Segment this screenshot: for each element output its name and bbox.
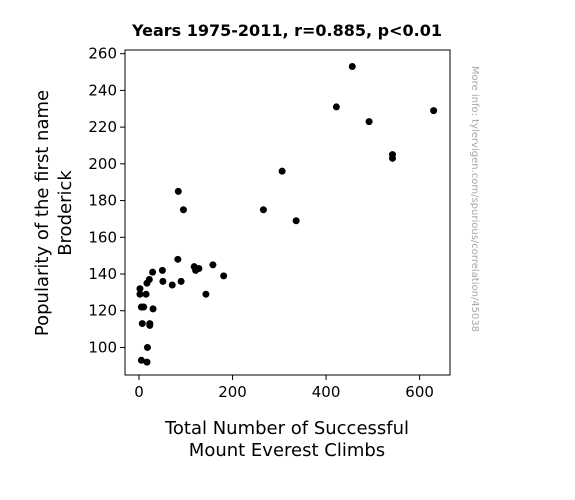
scatter-point (140, 303, 148, 311)
scatter-point (278, 167, 286, 175)
scatter-point (143, 358, 151, 366)
scatter-point (143, 343, 151, 351)
scatter-point (138, 320, 146, 328)
y-tick-label: 100 (88, 338, 117, 356)
x-tick-label: 200 (218, 383, 247, 401)
scatter-point (259, 206, 267, 214)
scatter-point (136, 290, 144, 298)
y-tick-label: 220 (88, 118, 117, 136)
scatter-point (202, 290, 210, 298)
scatter-point (430, 107, 438, 115)
scatter-point (136, 285, 144, 293)
scatter-point (209, 261, 217, 269)
scatter-point (149, 305, 157, 313)
scatter-point (220, 272, 228, 280)
y-axis-ticks: 100 120 140 160 180 200 220 240 260 (88, 45, 125, 356)
y-axis-label-line-1: Popularity of the first name (32, 90, 53, 336)
y-axis-label: Popularity of the first name Broderick (32, 90, 76, 336)
scatter-point (174, 255, 182, 263)
y-tick-label: 160 (88, 228, 117, 246)
scatter-point (137, 356, 145, 364)
scatter-point (168, 281, 176, 289)
scatter-points (136, 63, 438, 366)
y-tick-label: 140 (88, 265, 117, 283)
scatter-point (348, 63, 356, 71)
scatter-point (388, 154, 396, 162)
scatter-point (292, 217, 300, 225)
x-axis-label-line-1: Total Number of Successful (164, 418, 409, 439)
scatter-point (177, 277, 185, 285)
chart-title: Years 1975-2011, r=0.885, p<0.01 (131, 21, 442, 40)
x-axis-ticks: 0 200 400 600 (134, 375, 434, 401)
x-tick-label: 400 (312, 383, 341, 401)
scatter-point (146, 321, 154, 329)
y-tick-label: 180 (88, 192, 117, 210)
scatter-point (365, 118, 373, 126)
y-tick-label: 200 (88, 155, 117, 173)
scatter-point (174, 187, 182, 195)
y-axis-label-line-2: Broderick (55, 170, 76, 256)
scatter-point (142, 290, 150, 298)
scatter-point (332, 103, 340, 111)
x-axis-label-line-2: Mount Everest Climbs (189, 440, 385, 461)
scatter-point (195, 265, 203, 273)
scatter-point (158, 266, 166, 274)
y-tick-label: 260 (88, 45, 117, 63)
scatter-point (145, 276, 153, 284)
plot-area (124, 49, 451, 376)
watermark-text: More info: tylervigen.com/spurious/corre… (469, 66, 480, 332)
watermark-group: More info: tylervigen.com/spurious/corre… (469, 66, 480, 332)
scatter-point (149, 268, 157, 276)
y-tick-label: 240 (88, 81, 117, 99)
scatter-point (159, 277, 167, 285)
x-tick-label: 0 (134, 383, 144, 401)
x-tick-label: 600 (405, 383, 434, 401)
scatter-point (179, 206, 187, 214)
y-tick-label: 120 (88, 302, 117, 320)
